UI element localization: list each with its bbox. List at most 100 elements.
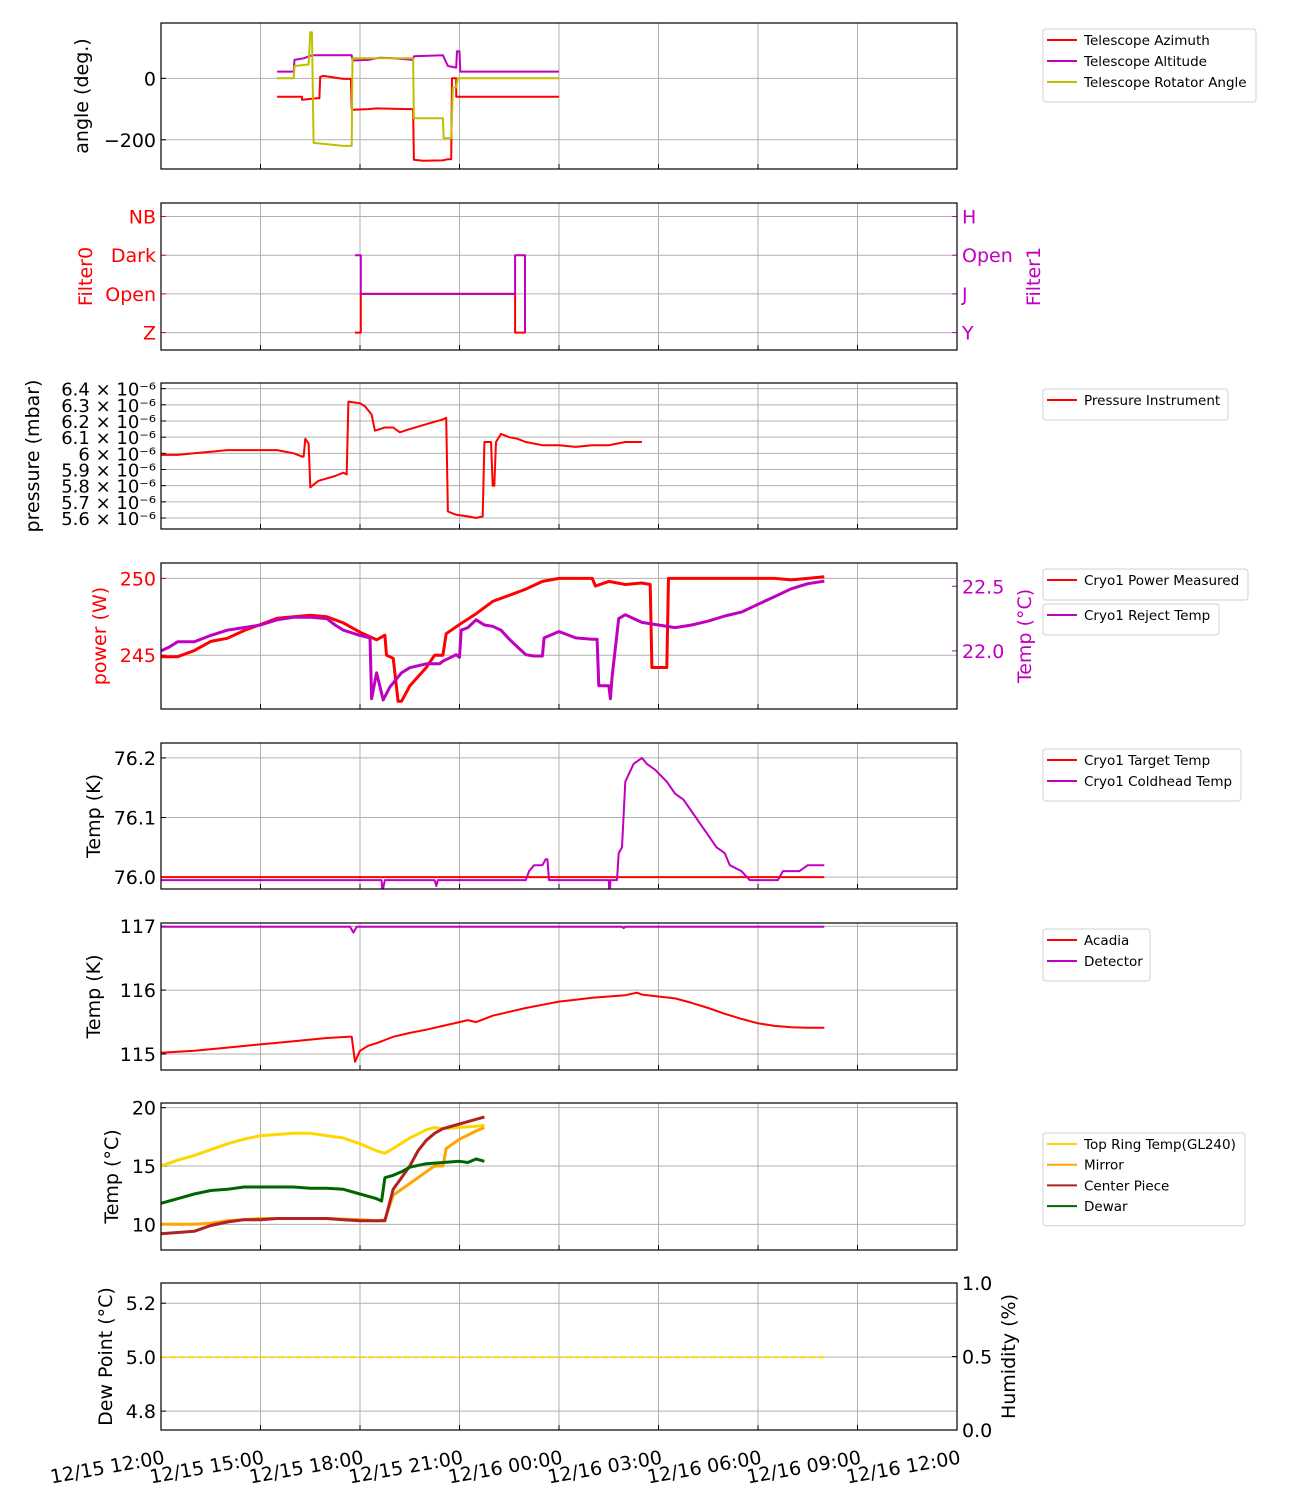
y-right-tick-label: H [962,207,976,229]
y-right-axis-label: Temp (°C) [1014,589,1036,684]
series-line-telescope-altitude [277,50,559,73]
legend-label: Telescope Rotator Angle [1083,75,1247,91]
legend: Cryo1 Target Temp Cryo1 Coldhead Temp [1042,748,1242,802]
y-tick-label: 6.1 × 10⁻⁶ [61,428,156,449]
y-axis-label: Temp (K) [83,955,105,1040]
y-tick-label: 5.8 × 10⁻⁶ [61,477,156,498]
legend-label: Detector [1084,954,1143,970]
y-axis-label: Dew Point (°C) [95,1287,117,1426]
series-line-mirror [161,1126,485,1226]
legend-box [1042,568,1249,601]
y-right-tick-label: 22.0 [962,641,1004,663]
y-axis-label: Temp (K) [83,774,105,859]
legend: Pressure Instrument [1042,388,1229,421]
y-right-tick-label: 0.5 [962,1347,992,1369]
series-line-dewar [161,1157,485,1205]
legend: Cryo1 Power Measured [1042,568,1249,601]
legend-box [1042,28,1257,103]
y-tick-label: 4.8 [126,1401,156,1423]
x-tick-label: 12/16 12:00 [845,1447,963,1489]
panel-cryo_power: 250 245 22.5 22.0 power (W) Temp (°C) Cryo1 Po… [89,562,1249,710]
axes-frame [160,22,958,170]
y-right-tick-label: Y [961,323,974,345]
y-axis-label: Temp (°C) [101,1129,123,1224]
y-right-tick-label: 22.5 [962,576,1004,598]
y-tick-label: 10 [132,1214,156,1236]
series-line-filter0 [355,292,526,334]
y-tick-label: 115 [120,1044,156,1066]
axes-frame [160,562,958,710]
legend: Acadia Detector [1042,928,1151,982]
legend-label: Mirror [1084,1158,1124,1174]
series-line-cryo1-reject-temp [161,579,825,702]
legend-label: Center Piece [1084,1178,1169,1194]
y-axis-label: power (W) [89,587,111,685]
legend-label: Telescope Azimuth [1083,33,1210,49]
y-right-tick-label: 1.0 [962,1273,992,1295]
y-tick-label: 6 × 10⁻⁶ [78,444,156,465]
y-axis-label: angle (deg.) [71,38,93,153]
axes-frame [160,1282,958,1431]
y-axis-label: pressure (mbar) [22,380,44,533]
y-tick-label: 15 [132,1156,156,1178]
y-tick-label: NB [129,207,156,229]
legend-label: Telescope Altitude [1083,54,1207,70]
y-tick-label: 76.0 [114,867,156,889]
legend-label: Cryo1 Power Measured [1084,573,1239,589]
y-tick-label: Open [105,284,156,306]
legend-box [1042,748,1242,802]
y-tick-label: 245 [120,645,156,667]
y-tick-label: Z [143,323,156,345]
panel-dewpoint: 5.2 5.0 4.8 1.0 0.5 0.0 Dew Point (°C) Humidity… [95,1273,1020,1442]
legend-box [1042,1132,1246,1227]
y-tick-label: 6.4 × 10⁻⁶ [61,380,156,401]
y-right-tick-label: 0.0 [962,1420,992,1442]
legend-box [1042,603,1220,636]
y-tick-label: 250 [120,568,156,590]
series-line-detector [161,925,825,934]
axes-frame [160,742,958,890]
y-tick-label: −200 [104,130,156,152]
y-tick-label: 5.0 [126,1347,156,1369]
legend: Top Ring Temp(GL240) Mirror Center Piece De… [1042,1132,1246,1227]
panel-telescope_temps: 20 15 10 Temp (°C) Top Ring Temp(GL240) Mirro… [101,1098,1246,1251]
axes-frame [160,382,958,530]
legend-box [1042,928,1151,982]
axes-frame [160,1102,958,1251]
legend-label: Dewar [1084,1199,1128,1215]
series-line-center-piece [161,1115,485,1236]
y-tick-label: 5.7 × 10⁻⁶ [61,493,156,514]
legend-label: Cryo1 Reject Temp [1084,608,1210,624]
y-tick-label: 76.2 [114,748,156,770]
y-tick-label: 5.2 [126,1293,156,1315]
y-tick-label: 6.3 × 10⁻⁶ [61,396,156,417]
y-tick-label: 76.1 [114,807,156,829]
y-tick-label: 5.9 × 10⁻⁶ [61,461,156,482]
legend: Cryo1 Reject Temp [1042,603,1220,636]
series-line-top-ring-temp-gl240- [161,1123,485,1168]
y-tick-label: Dark [111,245,156,267]
panel-pressure: 6.4 × 10⁻⁶6.3 × 10⁻⁶6.2 × 10⁻⁶6.1 × 10⁻⁶… [22,380,1229,533]
legend-box [1042,388,1229,421]
y-tick-label: 0 [144,68,156,90]
legend-label: Pressure Instrument [1084,393,1220,409]
panel-filters: NB Dark Open Z H Open JY Filter0 Filter1 [75,202,1045,351]
panel-detector_temp: 117 116 115 Temp (K) Acadia Detector [83,916,1151,1071]
y-tick-label: 20 [132,1098,156,1120]
series-line-cryo1-coldhead-temp [161,756,825,889]
legend-label: Cryo1 Target Temp [1084,753,1210,769]
y-tick-label: 5.6 × 10⁻⁶ [61,509,156,530]
y-tick-label: 116 [120,980,156,1002]
y-tick-label: 117 [120,916,156,938]
legend-label: Cryo1 Coldhead Temp [1084,774,1232,790]
y-right-tick-label: Open [962,245,1013,267]
series-line-telescope-azimuth [277,74,559,162]
series-line-telescope-rotator-angle [277,31,559,147]
series-line-pressure-instrument [161,400,642,519]
y-right-axis-label: Humidity (%) [998,1294,1020,1419]
legend-label: Acadia [1084,933,1129,949]
axes-frame [160,922,958,1071]
legend: Telescope Azimuth Telescope Altitude Teles… [1042,28,1257,103]
